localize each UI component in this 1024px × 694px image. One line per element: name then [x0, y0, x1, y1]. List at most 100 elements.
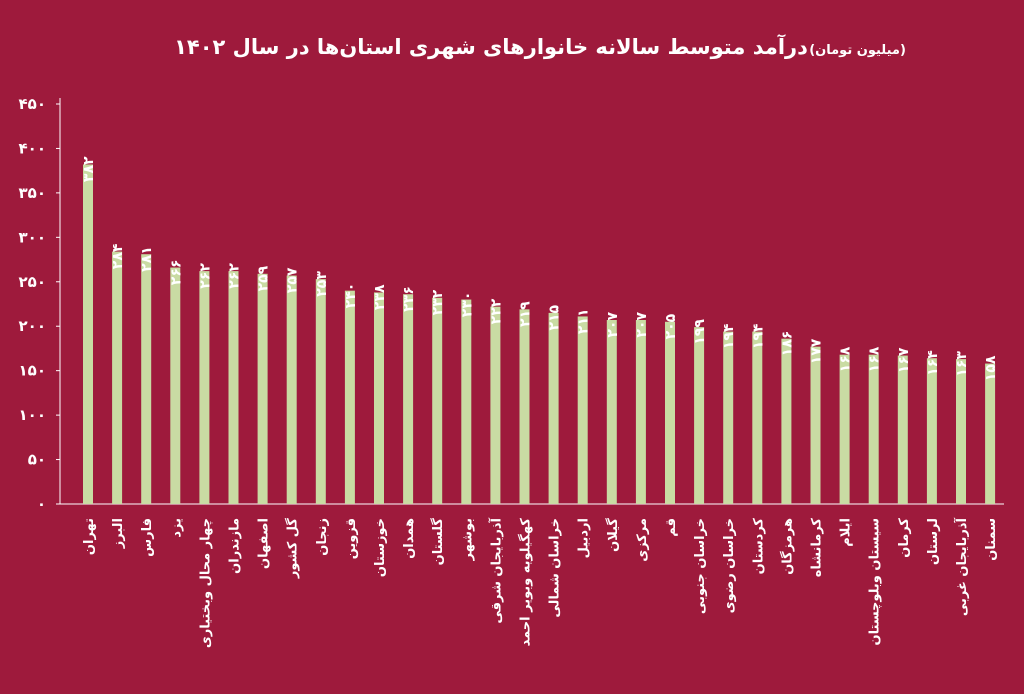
x-tick-label: تهران: [82, 518, 97, 555]
y-tick-label: ۰: [37, 495, 46, 513]
x-tick-label: کردستان: [751, 518, 766, 575]
data-label: ۱۶۳: [954, 351, 970, 377]
x-tick-label: زنجان: [315, 518, 330, 556]
x-tick-label: کرمانشاه: [810, 518, 825, 578]
bar: [141, 254, 152, 504]
bar: [810, 346, 821, 504]
bar: [956, 359, 966, 504]
data-label: ۳۸۲: [81, 156, 97, 182]
x-tick-label: فارس: [140, 518, 155, 557]
x-tick-label: گیلان: [605, 518, 621, 552]
category-labels: تهران البرز فارس یزد چهار محال وبختیاری مازند…: [82, 517, 999, 648]
y-tick-label: ۲۵۰: [19, 273, 46, 291]
x-tick-label: البرز: [111, 518, 126, 549]
data-label: ۲۴۰: [343, 283, 359, 309]
data-label: ۱۶۸: [867, 346, 883, 372]
bar: [519, 309, 530, 504]
data-label: ۱۶۷: [896, 347, 912, 373]
x-tick-label: مازندران: [228, 518, 243, 574]
x-tick-label: خراسان شمالی: [548, 518, 563, 618]
y-tick-label: ۳۰۰: [19, 228, 46, 246]
bar: [577, 316, 588, 504]
y-tick-label: ۵۰: [28, 451, 46, 469]
bar: [723, 331, 734, 504]
data-label: ۲۰۷: [634, 312, 650, 338]
bar: [461, 299, 472, 504]
data-label: ۲۵۳: [314, 271, 330, 297]
bar: [199, 271, 210, 504]
bar: [635, 320, 646, 504]
x-tick-label: آذربایجان شرقی: [487, 517, 504, 623]
data-label: ۱۶۸: [838, 346, 854, 372]
x-tick-label: مرکزی: [635, 518, 650, 562]
x-tick-label: خراسان جنوبی: [693, 518, 708, 614]
x-tick-label: قزوین: [344, 518, 359, 559]
x-tick-label: کرمان: [897, 518, 912, 558]
data-label: ۲۱۵: [547, 304, 563, 330]
bar: [286, 275, 297, 504]
bar: [665, 321, 675, 504]
data-label: ۲۵۹: [256, 265, 272, 291]
data-label: ۲۶۶: [168, 260, 184, 286]
x-tick-label: چهار محال وبختیاری: [198, 518, 213, 648]
y-tick-label: ۳۵۰: [19, 184, 46, 202]
y-tick-label: ۱۰۰: [19, 406, 46, 424]
x-tick-label: قم: [664, 518, 679, 537]
y-tick-label: ۴۰۰: [19, 139, 46, 157]
bar: [315, 279, 326, 504]
x-tick-label: خوزستان: [373, 518, 388, 577]
value-labels: ۳۸۲ ۲۸۴ ۲۸۱ ۲۶۶ ۲۶۲ ۲۶۲ ۲۵۹ ۲۵۷ ۲۵۳ ۲۴۰ ۲۳۸ ۲۳۶ ۲۳۲ ۲…: [81, 156, 999, 381]
data-label: ۲۸۴: [110, 243, 126, 269]
y-tick-label: ۲۰۰: [19, 317, 46, 335]
data-label: ۲۶۲: [197, 263, 213, 289]
x-tick-label: گل کشور: [285, 518, 301, 580]
bar: [170, 267, 181, 504]
y-tick-label: ۱۵۰: [19, 362, 46, 380]
x-tick-label: کهگیلویه وبویر احمد: [518, 518, 534, 647]
data-label: ۱۷۷: [809, 338, 825, 364]
bar: [868, 354, 879, 504]
bar: [374, 292, 384, 504]
data-label: ۲۸۱: [139, 246, 155, 272]
x-tick-label: خراسان رضوی: [722, 518, 737, 613]
bar: [83, 164, 93, 504]
bar: [490, 306, 501, 504]
bar: [985, 363, 996, 504]
bar: [257, 273, 268, 504]
data-label: ۲۰۷: [605, 312, 621, 338]
data-label: ۱۹۴: [750, 323, 766, 349]
bar: [839, 354, 850, 504]
bar: [606, 320, 617, 504]
bar: [781, 338, 792, 504]
data-label: ۱۵۸: [983, 355, 999, 381]
data-label: ۲۳۶: [401, 286, 417, 312]
data-label: ۱۹۴: [721, 323, 737, 349]
y-axis: ۰ ۵۰ ۱۰۰ ۱۵۰ ۲۰۰ ۲۵۰ ۳۰۰ ۳۵۰ ۴۰۰ ۴۵۰: [19, 95, 61, 513]
x-tick-label: آذربایجان غربی: [953, 517, 970, 616]
data-label: ۲۳۸: [372, 284, 388, 310]
x-tick-label: گلستان: [430, 518, 446, 566]
x-tick-label: هرمزگان: [779, 518, 795, 575]
chart-unit: (میلیون تومان): [809, 43, 906, 58]
x-tick-label: اردبیل: [577, 518, 592, 558]
data-label: ۱۶۴: [925, 350, 941, 376]
x-tick-label: همدان: [402, 518, 417, 559]
bar: [926, 358, 937, 504]
data-label: ۲۰۵: [663, 313, 679, 339]
bar: [403, 294, 414, 504]
data-label: ۲۳۰: [459, 292, 475, 318]
data-label: ۱۸۶: [779, 331, 795, 357]
x-tick-label: اصفهان: [257, 518, 272, 569]
chart-title-main: درآمد متوسط سالانه خانوارهای شهری استان‌…: [174, 34, 808, 59]
data-label: ۲۳۲: [430, 289, 446, 315]
bar: [752, 331, 763, 504]
x-tick-label: سیستان وبلوچستان: [868, 518, 883, 645]
data-label: ۲۲۲: [488, 298, 504, 324]
x-tick-label: بوشهر: [460, 518, 475, 562]
bar: [897, 355, 908, 504]
data-label: ۲۶۲: [227, 263, 243, 289]
x-tick-label: سمنان: [984, 518, 999, 561]
data-label: ۲۱۹: [518, 301, 534, 327]
data-label: ۲۱۱: [576, 308, 592, 334]
